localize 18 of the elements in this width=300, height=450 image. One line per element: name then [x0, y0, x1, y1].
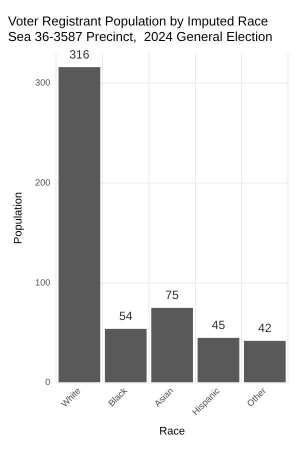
- chart-title: Voter Registrant Population by Imputed Race: [8, 13, 268, 28]
- bar: [104, 328, 147, 382]
- y-axis-title: Population: [12, 192, 25, 244]
- data-label: 54: [119, 309, 133, 324]
- data-label: 45: [212, 318, 226, 332]
- y-tick-label: 0: [45, 377, 50, 388]
- x-axis-title: Race: [159, 425, 185, 438]
- y-tick-label: 200: [35, 178, 50, 188]
- data-label: 316: [69, 47, 90, 62]
- bar: [151, 308, 193, 382]
- bar: [58, 67, 100, 382]
- y-tick-label: 300: [35, 78, 50, 88]
- bar: [244, 340, 286, 382]
- data-label: 75: [165, 288, 180, 302]
- data-label: 42: [258, 321, 272, 336]
- y-tick-label: 100: [35, 277, 50, 288]
- bar: [198, 338, 240, 382]
- chart-subtitle: Sea 36-3587 Precinct, 2024 General Election: [8, 28, 273, 44]
